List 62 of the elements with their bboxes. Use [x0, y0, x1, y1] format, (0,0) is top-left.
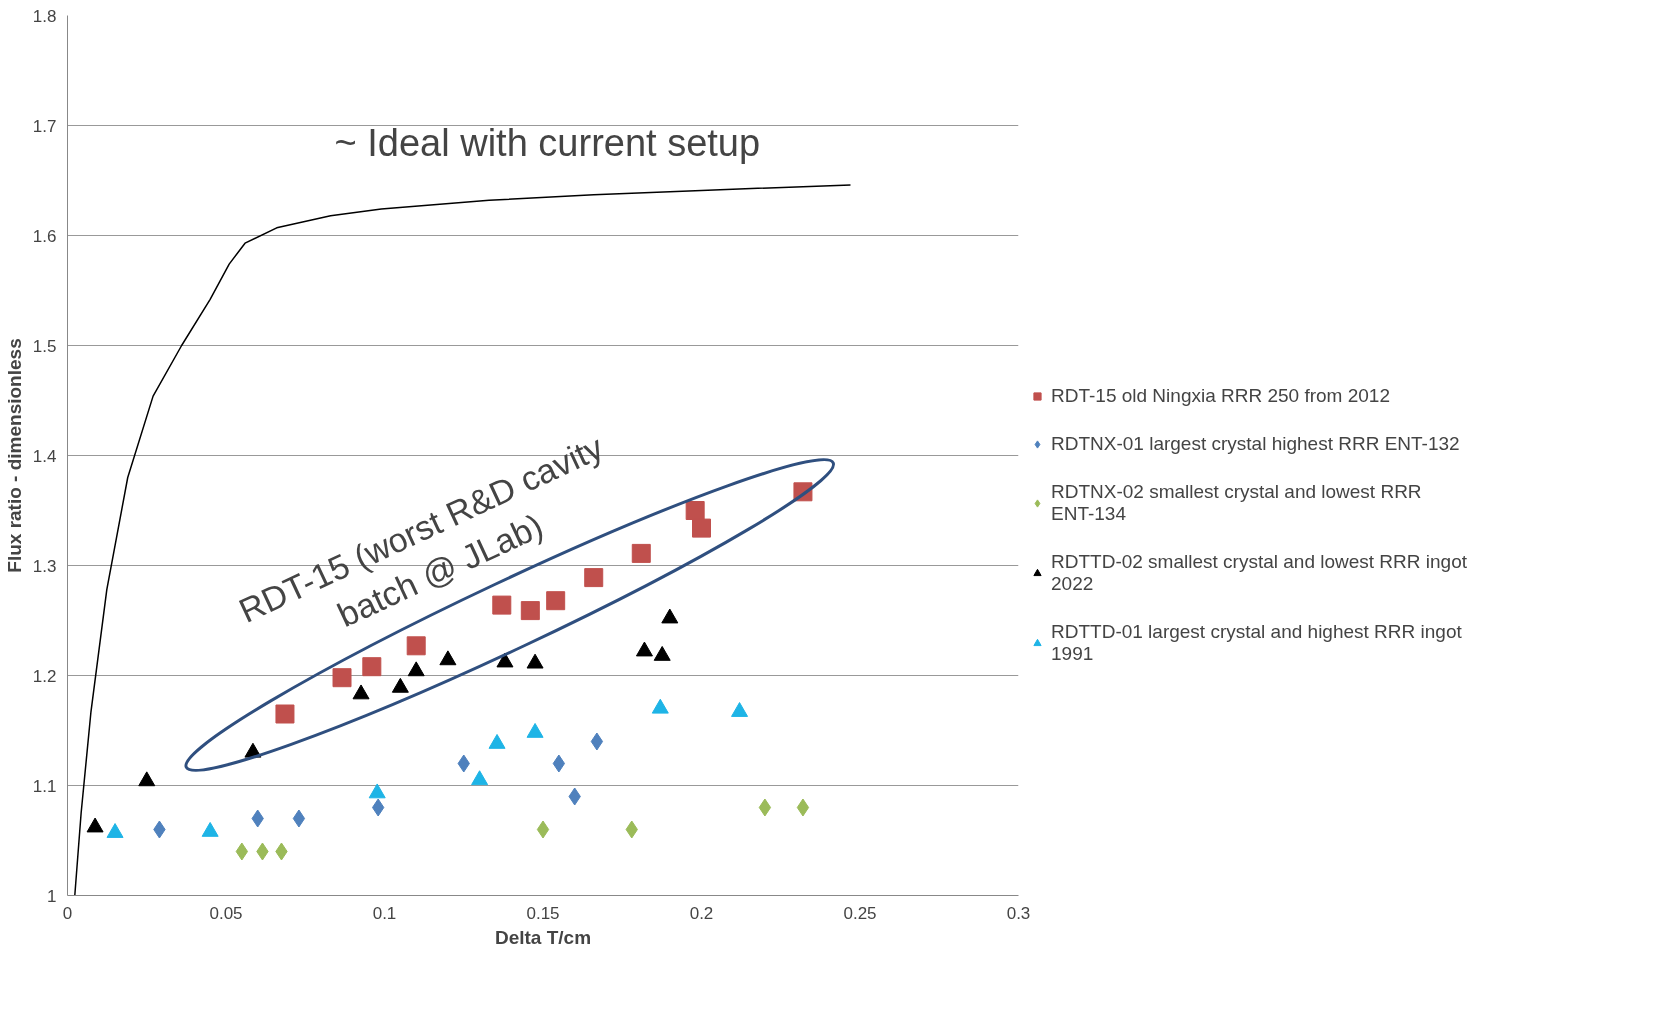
- point: [661, 608, 679, 624]
- point: [536, 820, 550, 839]
- x-tick-label: 0.2: [689, 903, 714, 923]
- point: [731, 702, 749, 717]
- point: [631, 543, 651, 563]
- point: [439, 650, 457, 666]
- y-tick-label: 1.8: [32, 6, 57, 26]
- point: [407, 661, 425, 677]
- point: [635, 641, 653, 657]
- point: [653, 645, 671, 661]
- point: [352, 684, 370, 700]
- x-tick-label: 0.15: [526, 903, 560, 923]
- annotation: ~ Ideal with current setup: [334, 121, 761, 164]
- legend-label: RDTNX-01 largest crystal highest RRR ENT-132: [1051, 433, 1460, 455]
- point: [758, 798, 772, 817]
- y-tick-label: 1.6: [32, 226, 57, 246]
- point: [651, 698, 669, 714]
- point: [362, 657, 382, 677]
- point: [368, 783, 386, 799]
- point: [201, 821, 219, 837]
- point: [546, 591, 566, 611]
- x-axis-title: Delta T/cm: [494, 926, 592, 948]
- point: [552, 754, 566, 773]
- y-tick-label: 1: [47, 886, 57, 906]
- x-tick-label: 0.25: [843, 903, 877, 923]
- y-axis-title: Flux ratio - dimensionless: [3, 338, 25, 573]
- legend-label: RDTNX-02 smallest crystal and lowest RRR ENT-134: [1051, 481, 1422, 525]
- point: [590, 732, 604, 751]
- y-tick-label: 1.5: [32, 336, 57, 356]
- point: [492, 595, 512, 615]
- x-tick-label: 0.3: [1006, 903, 1031, 923]
- point: [520, 601, 540, 621]
- point: [406, 636, 426, 656]
- point: [692, 518, 711, 538]
- point: [106, 823, 124, 838]
- x-tick-label: 0.1: [372, 903, 397, 923]
- point: [292, 809, 306, 828]
- point: [138, 771, 156, 787]
- point: [371, 798, 385, 817]
- point: [526, 653, 544, 669]
- point: [488, 733, 506, 749]
- point: [685, 501, 705, 520]
- point: [796, 798, 810, 817]
- point: [235, 842, 249, 861]
- point: [275, 704, 295, 724]
- x-tick-label: 0.05: [209, 903, 243, 923]
- legend-label: RDTTD-01 largest crystal and highest RRR ingot 1991: [1051, 621, 1462, 665]
- y-tick-label: 1.2: [32, 666, 57, 686]
- point: [86, 817, 104, 833]
- y-tick-label: 1.3: [32, 556, 57, 576]
- point: [584, 568, 604, 588]
- y-tick-label: 1.4: [32, 446, 57, 466]
- legend-label: RDTTD-02 smallest crystal and lowest RRR ingot 2022: [1051, 551, 1468, 595]
- y-tick-label: 1.7: [32, 116, 57, 136]
- point: [471, 770, 489, 786]
- point: [332, 668, 352, 688]
- point: [391, 677, 409, 693]
- point: [526, 722, 544, 738]
- legend-label: RDT-15 old Ningxia RRR 250 from 2012: [1051, 385, 1390, 407]
- x-tick-label: 0: [62, 903, 73, 923]
- line-series: [74, 184, 852, 896]
- y-tick-label: 1.1: [32, 776, 57, 796]
